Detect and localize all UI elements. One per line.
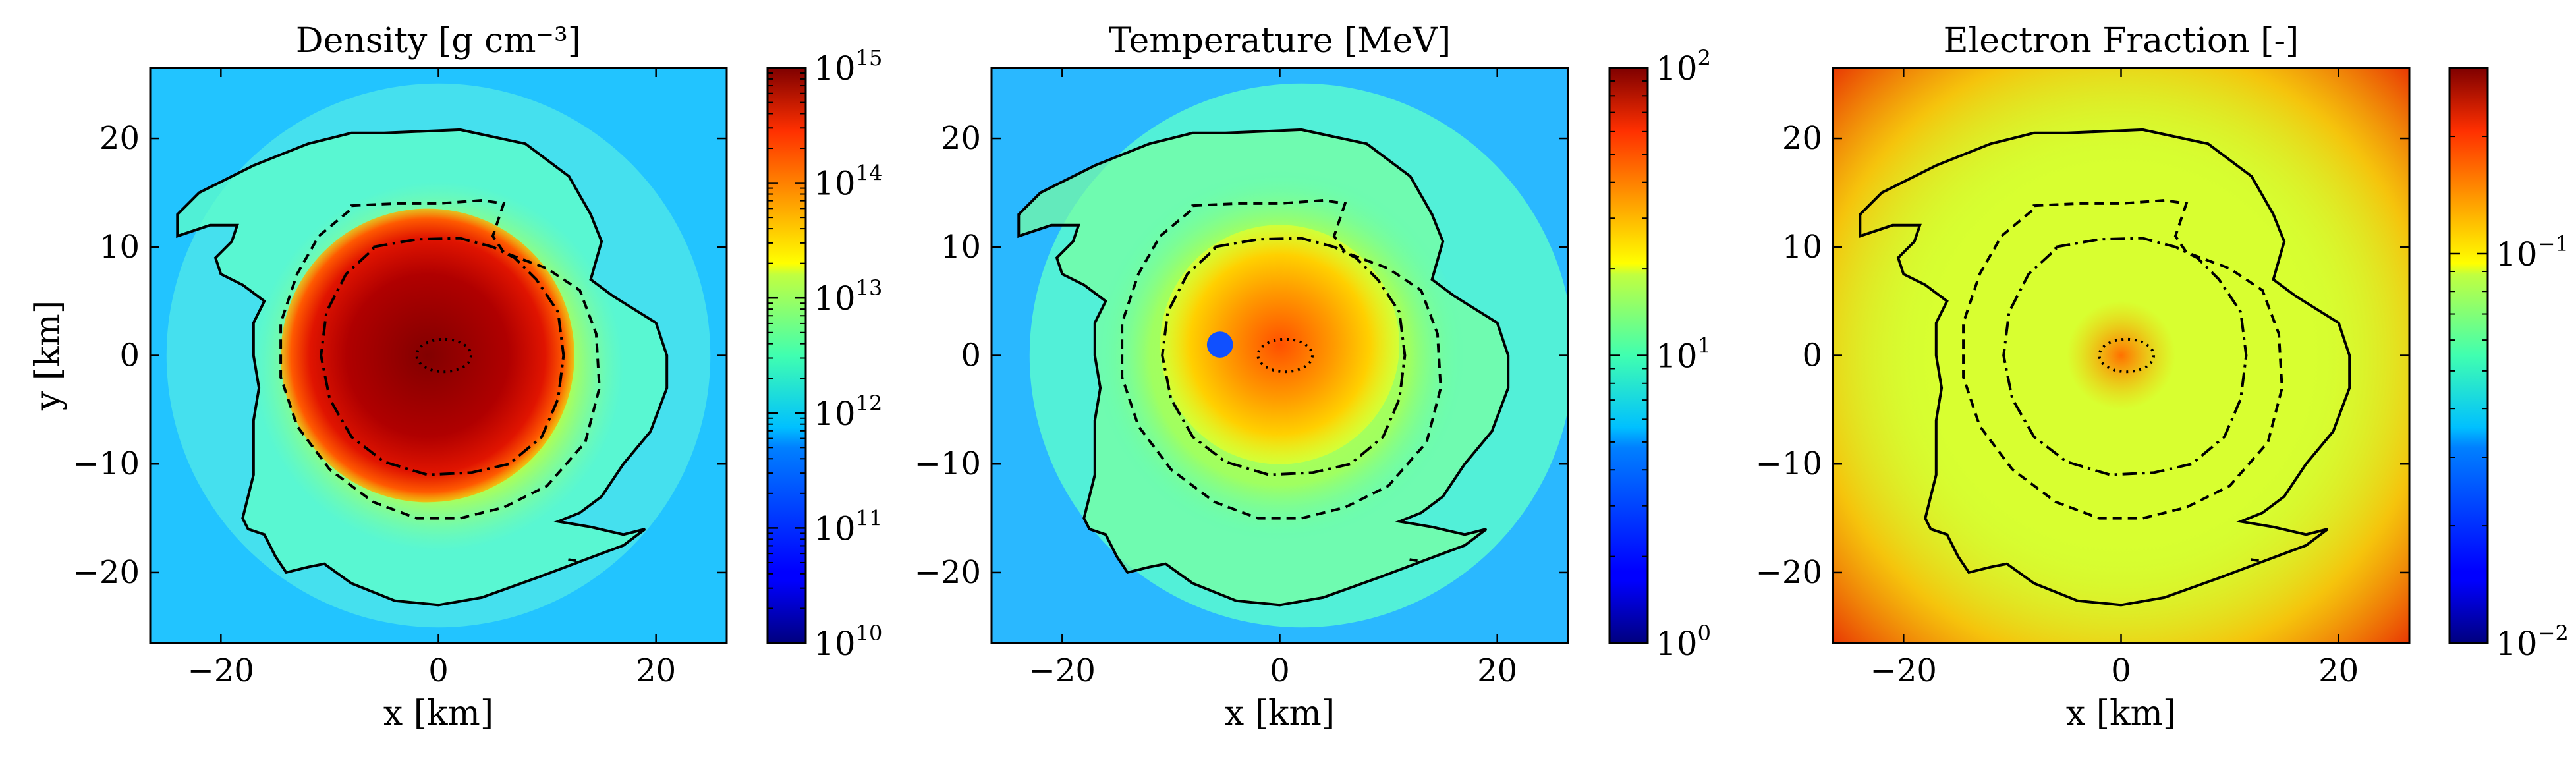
contours (1017, 128, 1510, 607)
heatmap (992, 68, 1568, 643)
y-tick-label: −10 (1756, 445, 1822, 482)
y-tick-label: 20 (99, 120, 140, 157)
colorbar-tick-label: 100 (1656, 621, 1711, 663)
colorbar-tick-label: 102 (1656, 45, 1711, 88)
contour-solid (1017, 128, 1510, 607)
colorbar-tick-label: 101 (1656, 333, 1711, 376)
colorbar-tick-label: 10−1 (2496, 231, 2569, 273)
contour-fragment (1409, 558, 1418, 563)
y-tick-label: 20 (1782, 120, 1822, 157)
x-tick-label: 20 (1477, 652, 1517, 689)
y-tick-label: 10 (941, 229, 981, 266)
contour-solid (176, 128, 669, 607)
y-axis-label: y [km] (28, 300, 68, 411)
contours (1859, 128, 2351, 607)
contour-dashed (279, 198, 601, 520)
y-tick-label: 20 (941, 120, 981, 157)
y-tick-label: −20 (1756, 554, 1822, 591)
x-tick-label: 0 (2111, 652, 2131, 689)
x-axis-label: x [km] (383, 694, 493, 733)
x-axis-label: x [km] (2066, 694, 2176, 733)
y-tick-label: 10 (99, 229, 140, 266)
colorbar-frame (2448, 67, 2489, 644)
x-tick-label: 0 (1270, 652, 1290, 689)
y-tick-label: −20 (73, 554, 140, 591)
contours (176, 128, 669, 607)
contour-dashed (1121, 198, 1442, 520)
x-tick-label: 0 (428, 652, 449, 689)
colorbar-gradient (2450, 68, 2488, 643)
colorbar-tick-label: 1011 (814, 505, 882, 548)
x-tick-label: 20 (636, 652, 676, 689)
x-tick-label: −20 (1029, 652, 1096, 689)
colorbar-frame (766, 67, 807, 644)
panel-title: Density [g cm⁻³] (296, 21, 581, 61)
y-tick-label: 0 (119, 337, 140, 374)
y-tick-label: 10 (1782, 229, 1822, 266)
panel-title: Electron Fraction [-] (1944, 21, 2299, 61)
contour-solid (1859, 128, 2351, 607)
contour-fragment (2251, 558, 2259, 563)
colorbar-gradient (768, 68, 806, 643)
colorbar-tick-label: 1014 (814, 161, 882, 203)
contour-dashdot (2002, 237, 2248, 476)
contour-dotted (2098, 337, 2156, 374)
contour-dashdot (320, 237, 565, 476)
heatmap (150, 68, 727, 643)
colorbar: 1010 1011 1012 1013 1014 1015 (766, 45, 882, 663)
contour-dashdot (1161, 237, 1407, 476)
field-cold-spot (1206, 331, 1233, 358)
contour-dotted (1256, 337, 1314, 374)
heatmap (1833, 68, 2409, 643)
colorbar-tick-label: 1012 (814, 391, 882, 433)
contour-dashed (1962, 198, 2283, 520)
y-tick-label: 0 (1802, 337, 1822, 374)
panel-title: Temperature [MeV] (1109, 21, 1451, 61)
x-tick-label: −20 (1870, 652, 1937, 689)
y-tick-label: 0 (961, 337, 981, 374)
x-tick-label: −20 (188, 652, 254, 689)
panel-1: −20 0 20 20 10 0 −10 −20 Density [g cm⁻³] x [km] y… (28, 21, 882, 733)
x-tick-label: 20 (2318, 652, 2359, 689)
field-core (2066, 300, 2176, 410)
y-tick-label: −10 (914, 445, 981, 482)
panel-3: −20 0 20 20 10 0 −10 −20 Electron Fraction [-] x … (1756, 21, 2569, 733)
colorbar: 100 101 102 (1608, 45, 1711, 663)
field-core (1160, 225, 1400, 464)
colorbar: 10−2 10−1 (2448, 67, 2569, 663)
contour-dotted (415, 337, 473, 374)
contour-fragment (568, 558, 576, 563)
y-tick-label: −20 (914, 554, 981, 591)
colorbar-tick-label: 1010 (814, 621, 882, 663)
y-tick-label: −10 (73, 445, 140, 482)
x-axis-label: x [km] (1225, 694, 1335, 733)
colorbar-tick-label: 1015 (814, 45, 882, 88)
colorbar-tick-label: 1013 (814, 275, 882, 318)
field-core (281, 208, 574, 503)
colorbar-tick-label: 10−2 (2496, 621, 2569, 663)
